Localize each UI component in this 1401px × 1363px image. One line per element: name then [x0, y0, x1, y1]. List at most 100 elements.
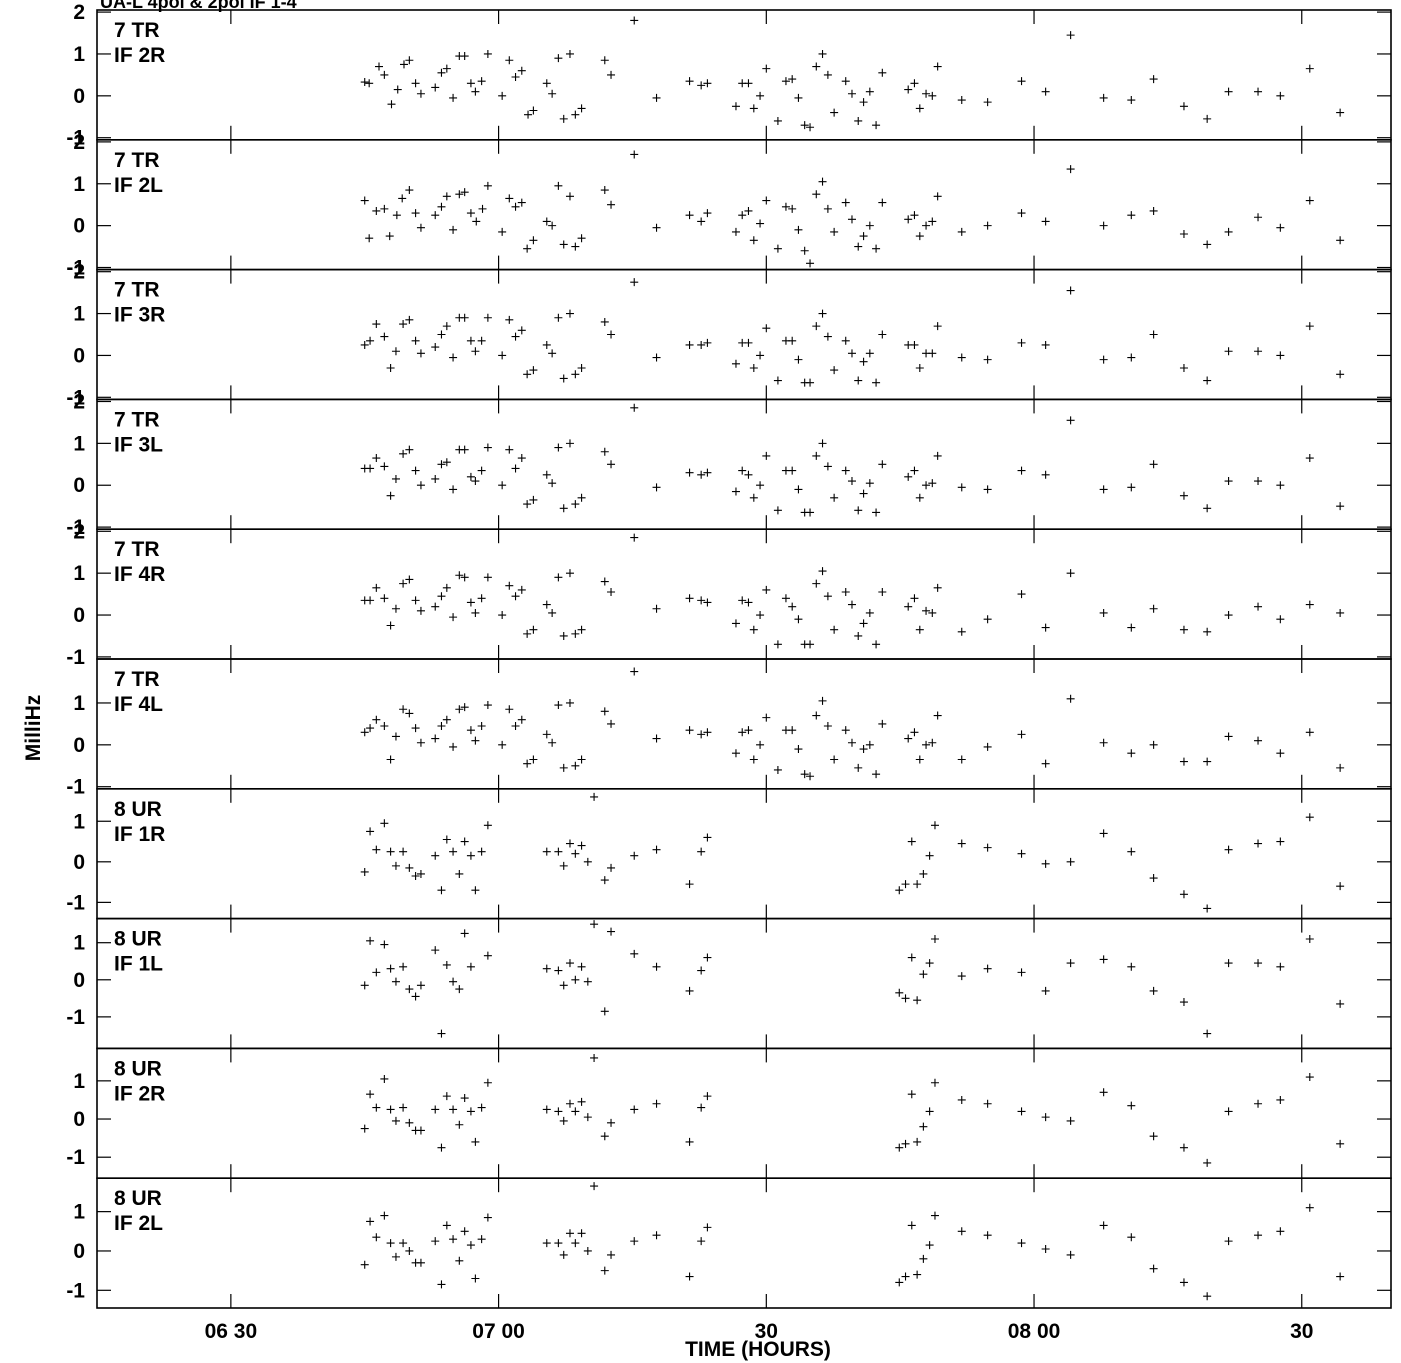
- panel-frame: [96, 1047, 1392, 1180]
- data-point: [957, 483, 966, 492]
- data-point: [517, 715, 526, 724]
- data-point: [854, 376, 863, 385]
- data-point: [652, 223, 661, 232]
- data-point: [731, 102, 740, 111]
- data-point: [442, 458, 451, 467]
- data-point: [411, 724, 420, 733]
- data-point: [1099, 1221, 1108, 1230]
- data-point: [1336, 236, 1345, 245]
- panel-label-if: IF 2R: [114, 44, 165, 67]
- data-point: [630, 533, 639, 542]
- data-point: [697, 217, 706, 226]
- y-tick-label: -1: [66, 646, 85, 669]
- data-point: [738, 728, 747, 737]
- data-point: [983, 964, 992, 973]
- data-point: [1099, 955, 1108, 964]
- data-point: [904, 734, 913, 743]
- data-point: [471, 1137, 480, 1146]
- data-point: [1017, 77, 1026, 86]
- data-point: [1127, 962, 1136, 971]
- data-point: [1149, 75, 1158, 84]
- panel-label-source: 7 TR: [114, 538, 160, 561]
- data-point: [872, 640, 881, 649]
- data-point: [744, 206, 753, 215]
- data-point: [607, 927, 616, 936]
- y-tick-label: 0: [73, 734, 85, 757]
- data-point: [405, 985, 414, 994]
- data-point: [411, 596, 420, 605]
- data-point: [559, 240, 568, 249]
- data-point: [818, 567, 827, 576]
- data-point: [1276, 1227, 1285, 1236]
- data-point: [600, 56, 609, 65]
- data-point: [477, 336, 486, 345]
- data-point: [1305, 934, 1314, 943]
- data-point: [483, 443, 492, 452]
- data-point: [818, 309, 827, 318]
- data-point: [865, 87, 874, 96]
- data-point: [865, 479, 874, 488]
- data-point: [416, 738, 425, 747]
- data-point: [794, 225, 803, 234]
- data-point: [455, 869, 464, 878]
- data-point: [571, 110, 580, 119]
- data-point: [607, 719, 616, 728]
- data-point: [1041, 859, 1050, 868]
- data-point: [697, 966, 706, 975]
- data-point: [1203, 114, 1212, 123]
- data-point: [607, 588, 616, 597]
- data-point: [366, 464, 375, 473]
- data-point: [859, 619, 868, 628]
- data-point: [1099, 1088, 1108, 1097]
- data-point: [393, 85, 402, 94]
- data-point: [442, 1092, 451, 1101]
- data-point: [387, 100, 396, 109]
- data-point: [542, 217, 551, 226]
- data-point: [1041, 87, 1050, 96]
- data-point: [437, 330, 446, 339]
- data-point: [756, 91, 765, 100]
- data-point: [788, 204, 797, 213]
- y-tick-label: 0: [73, 1240, 85, 1263]
- data-point: [1127, 483, 1136, 492]
- data-point: [386, 964, 395, 973]
- data-point: [738, 466, 747, 475]
- data-point: [1127, 749, 1136, 758]
- data-point: [380, 204, 389, 213]
- data-point: [812, 62, 821, 71]
- data-point: [571, 975, 580, 984]
- data-point: [806, 259, 815, 268]
- data-point: [477, 1235, 486, 1244]
- data-point: [590, 792, 599, 801]
- data-point: [380, 70, 389, 79]
- data-point: [930, 1078, 939, 1087]
- data-point: [878, 68, 887, 77]
- data-point: [922, 606, 931, 615]
- data-point: [1254, 87, 1263, 96]
- data-point: [559, 1116, 568, 1125]
- panel-frame: [96, 917, 1392, 1050]
- data-point: [372, 715, 381, 724]
- data-point: [583, 857, 592, 866]
- data-point: [399, 705, 408, 714]
- data-point: [1336, 1272, 1345, 1281]
- data-point: [523, 759, 532, 768]
- data-point: [1276, 351, 1285, 360]
- data-point: [411, 466, 420, 475]
- panel-label-source: 8 UR: [114, 928, 162, 951]
- data-point: [386, 1105, 395, 1114]
- panel-label-source: 7 TR: [114, 149, 160, 172]
- y-tick-label: 0: [73, 344, 85, 367]
- data-point: [1127, 1233, 1136, 1242]
- data-point: [895, 1143, 904, 1152]
- data-point: [460, 1227, 469, 1236]
- data-point: [812, 579, 821, 588]
- data-point: [399, 1239, 408, 1248]
- data-point: [703, 209, 712, 218]
- data-point: [1017, 1239, 1026, 1248]
- data-point: [685, 211, 694, 220]
- data-point: [928, 91, 937, 100]
- data-point: [812, 711, 821, 720]
- y-tick-label: -1: [66, 516, 85, 539]
